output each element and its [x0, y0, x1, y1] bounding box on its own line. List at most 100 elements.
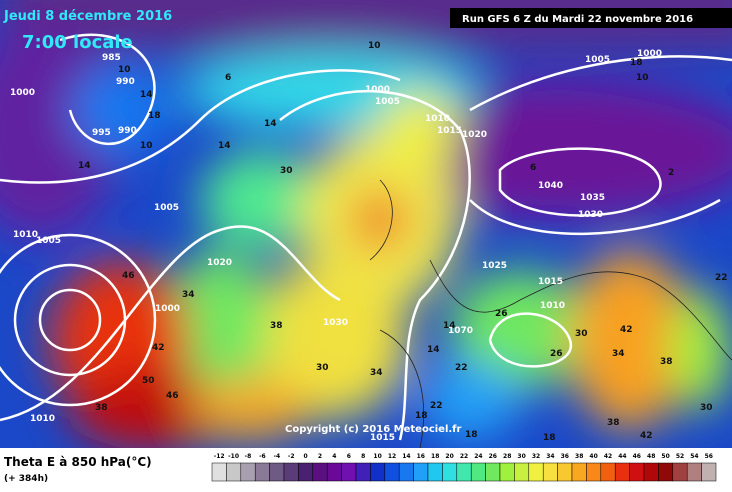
theta-label: 18: [415, 411, 428, 421]
pressure-label: 1010: [30, 414, 55, 424]
scale-label: 28: [503, 453, 511, 460]
pressure-label: 1005: [375, 97, 400, 107]
pressure-label: 1010: [540, 301, 565, 311]
theta-label: 46: [166, 391, 179, 401]
scale-label: 42: [604, 453, 612, 460]
scale-swatch: [557, 462, 573, 482]
theta-label: 14: [427, 345, 440, 355]
scale-label: 38: [575, 453, 583, 460]
theta-label: 34: [182, 290, 195, 300]
scale-swatch: [269, 462, 285, 482]
theta-label: 38: [660, 357, 673, 367]
scale-swatch: [370, 462, 386, 482]
scale-swatch: [326, 462, 342, 482]
theta-label: 42: [152, 343, 165, 353]
scale-label: 4: [332, 453, 336, 460]
theta-label: 30: [575, 329, 588, 339]
scale-swatch: [456, 462, 472, 482]
pressure-label: 1015: [437, 126, 462, 136]
scale-swatch: [658, 462, 674, 482]
theta-label: 46: [122, 271, 135, 281]
theta-label: 42: [620, 325, 633, 335]
scale-label: -6: [259, 453, 266, 460]
theta-label: 22: [455, 363, 468, 373]
pressure-label: 1070: [448, 326, 473, 336]
theta-label: 2: [668, 168, 674, 178]
theta-label: 30: [700, 403, 713, 413]
scale-label: 40: [589, 453, 597, 460]
pressure-label: 990: [116, 77, 135, 87]
scale-label: 30: [517, 453, 525, 460]
scale-swatch: [485, 462, 501, 482]
pressure-label: 985: [102, 53, 121, 63]
theta-label: 14: [140, 90, 153, 100]
pressure-label: 995: [92, 128, 111, 138]
theta-label: 38: [95, 403, 108, 413]
scale-swatch: [211, 462, 227, 482]
pressure-label: 1015: [538, 277, 563, 287]
scale-label: 52: [676, 453, 684, 460]
run-info: Run GFS 6 Z du Mardi 22 novembre 2016: [462, 14, 693, 25]
scale-swatch: [254, 462, 270, 482]
scale-label: -8: [245, 453, 252, 460]
theta-label: 6: [530, 163, 536, 173]
scale-swatch: [701, 462, 717, 482]
pressure-label: 1010: [425, 114, 450, 124]
scale-swatch: [600, 462, 616, 482]
scale-swatch: [470, 462, 486, 482]
scale-label: 8: [361, 453, 365, 460]
scale-label: 22: [460, 453, 468, 460]
scale-label: -12: [214, 453, 225, 460]
theta-label: 10: [118, 65, 131, 75]
scale-swatch: [413, 462, 429, 482]
pressure-label: 1005: [154, 203, 179, 213]
date: Jeudi 8 décembre 2016: [3, 9, 172, 24]
scale-swatch: [571, 462, 587, 482]
scale-swatch: [528, 462, 544, 482]
theta-label: 38: [270, 321, 283, 331]
scale-swatch: [240, 462, 256, 482]
scale-label: 10: [373, 453, 381, 460]
pressure-label: 1000: [637, 49, 662, 59]
scale-label: 26: [489, 453, 497, 460]
pressure-label: 990: [118, 126, 137, 136]
theta-label: 22: [430, 401, 443, 411]
scale-label: 34: [546, 453, 554, 460]
scale-swatch: [672, 462, 688, 482]
scale-swatch: [341, 462, 357, 482]
scale-label: 2: [318, 453, 322, 460]
theta-label: 18: [148, 111, 161, 121]
scale-label: 20: [445, 453, 453, 460]
theta-label: 14: [218, 141, 231, 151]
scale-swatch: [686, 462, 702, 482]
scale-label: 16: [417, 453, 425, 460]
scale-label: 6: [347, 453, 351, 460]
scale-label: 14: [402, 453, 410, 460]
theta-label: 10: [636, 73, 649, 83]
theta-label: 30: [280, 166, 293, 176]
pressure-label: 1005: [585, 55, 610, 65]
pressure-label: 1035: [580, 193, 605, 203]
pressure-label: 1030: [323, 318, 348, 328]
theta-label: 38: [607, 418, 620, 428]
scale-label: 36: [561, 453, 569, 460]
scale-swatch: [586, 462, 602, 482]
pressure-label: 1010: [13, 230, 38, 240]
map: [0, 0, 732, 448]
scale-swatch: [355, 462, 371, 482]
legend-title: Theta E à 850 hPa(°C): [4, 455, 152, 469]
theta-label: 18: [543, 433, 556, 443]
scale-label: -2: [288, 453, 295, 460]
theta-label: 50: [142, 376, 155, 386]
theta-label: 30: [316, 363, 329, 373]
scale-label: 12: [388, 453, 396, 460]
scale-swatch: [283, 462, 299, 482]
scale-label: -4: [273, 453, 280, 460]
scale-swatch: [643, 462, 659, 482]
scale-swatch: [226, 462, 242, 482]
scale-swatch: [384, 462, 400, 482]
theta-label: 26: [495, 309, 508, 319]
pressure-label: 1020: [462, 130, 487, 140]
